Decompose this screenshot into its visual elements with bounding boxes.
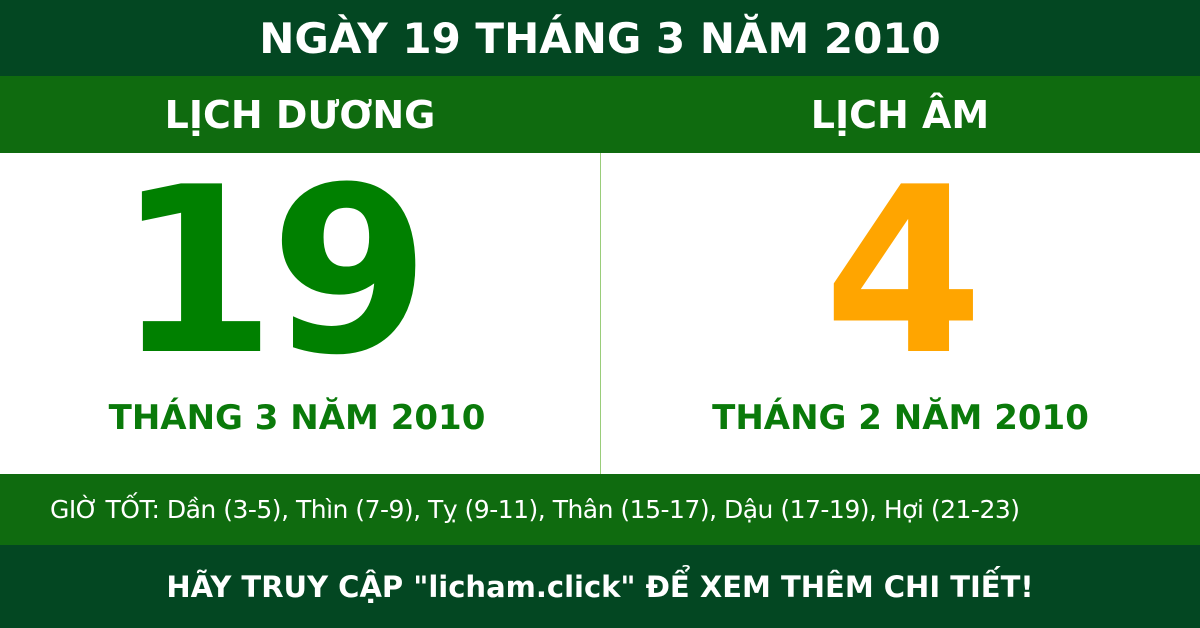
good-hours: GIỜ TỐT: Dần (3-5), Thìn (7-9), Tỵ (9-11… — [0, 474, 1200, 545]
page-title: NGÀY 19 THÁNG 3 NĂM 2010 — [0, 0, 1200, 76]
solar-month-year: THÁNG 3 NĂM 2010 — [108, 398, 486, 438]
calendar-headers: LỊCH DƯƠNG LỊCH ÂM — [0, 76, 1200, 153]
lunar-panel: 4 THÁNG 2 NĂM 2010 — [600, 153, 1200, 474]
footer-cta: HÃY TRUY CẬP "licham.click" ĐỂ XEM THÊM … — [0, 545, 1200, 628]
lunar-calendar-label: LỊCH ÂM — [810, 92, 990, 137]
solar-calendar-label: LỊCH DƯƠNG — [164, 92, 436, 137]
lunar-month-year: THÁNG 2 NĂM 2010 — [712, 398, 1089, 438]
lunar-day: 4 — [823, 139, 983, 406]
solar-panel: 19 THÁNG 3 NĂM 2010 — [0, 153, 600, 474]
solar-day: 19 — [115, 139, 430, 406]
